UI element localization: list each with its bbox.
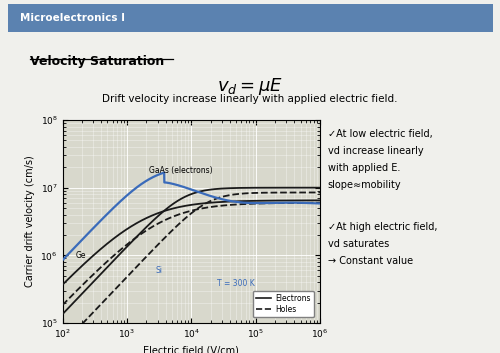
Text: T = 300 K: T = 300 K <box>217 279 254 288</box>
Text: ✓At high electric field,: ✓At high electric field, <box>328 222 437 232</box>
Text: GaAs (electrons): GaAs (electrons) <box>149 166 212 175</box>
Text: → Constant value: → Constant value <box>328 256 412 266</box>
Text: vd saturates: vd saturates <box>328 239 389 249</box>
X-axis label: Electric field (V/cm): Electric field (V/cm) <box>144 346 239 353</box>
Legend: Electrons, Holes: Electrons, Holes <box>253 291 314 317</box>
Text: Velocity Saturation: Velocity Saturation <box>30 55 164 68</box>
Text: slope≈mobility: slope≈mobility <box>328 180 401 190</box>
Text: $v_d = \mu E$: $v_d = \mu E$ <box>217 76 283 97</box>
Text: vd increase linearly: vd increase linearly <box>328 146 423 156</box>
Text: Si: Si <box>156 266 162 275</box>
Text: Drift velocity increase linearly with applied electric field.: Drift velocity increase linearly with ap… <box>102 94 398 103</box>
Text: with applied E.: with applied E. <box>328 163 400 173</box>
Text: Microelectronics I: Microelectronics I <box>20 13 125 23</box>
Text: ✓At low electric field,: ✓At low electric field, <box>328 129 432 139</box>
Y-axis label: Carrier drift velocity (cm/s): Carrier drift velocity (cm/s) <box>25 156 35 287</box>
Text: Ge: Ge <box>76 251 86 261</box>
